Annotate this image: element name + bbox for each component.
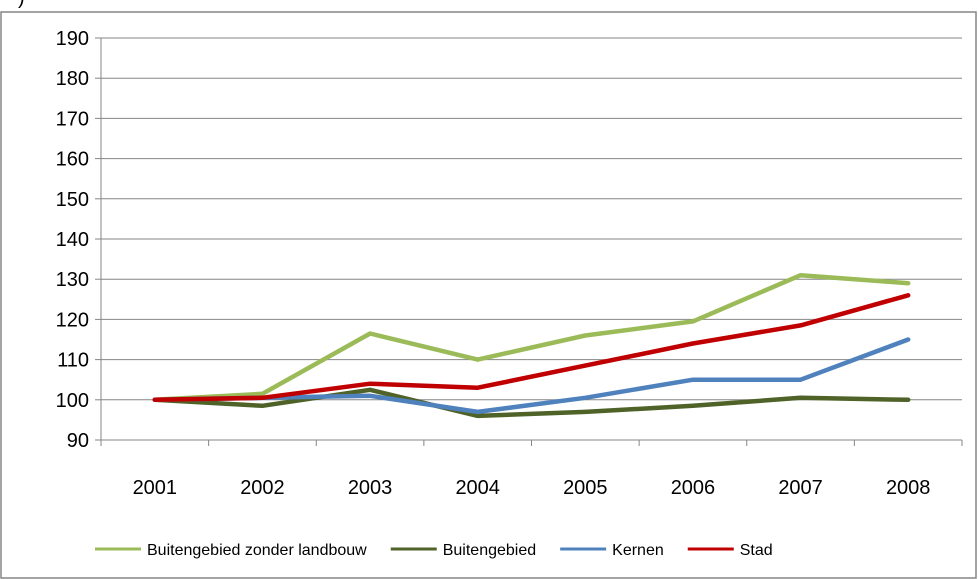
y-tick-label: 190 <box>56 28 89 50</box>
x-tick-label: 2005 <box>563 477 608 499</box>
legend-label-1: Buitengebied <box>443 542 536 559</box>
series-line-3 <box>152 293 911 403</box>
x-tick-label: 2001 <box>133 477 178 499</box>
x-tick-label: 2004 <box>455 477 500 499</box>
y-tick-label: 120 <box>56 309 89 331</box>
x-tick-label: 2007 <box>778 477 823 499</box>
y-tick-label: 90 <box>67 430 89 452</box>
y-tick-label: 150 <box>56 189 89 211</box>
chart-border <box>0 11 977 579</box>
series-lines <box>152 272 911 419</box>
x-tick-label: 2002 <box>240 477 285 499</box>
series-line-0 <box>152 272 911 403</box>
y-tick-label: 170 <box>56 108 89 130</box>
y-tick-label: 160 <box>56 149 89 171</box>
legend: Buitengebied zonder landbouw Buitengebied… <box>95 542 773 559</box>
y-tick-label: 180 <box>56 68 89 90</box>
y-tick-label: 130 <box>56 269 89 291</box>
y-tick-label: 100 <box>56 390 89 412</box>
x-tick-label: 2003 <box>348 477 393 499</box>
legend-label-2: Kernen <box>612 542 664 559</box>
legend-label-3: Stad <box>740 542 773 559</box>
y-tick-label: 140 <box>56 229 89 251</box>
x-axis-tick-labels: 2001 2002 2003 2004 2005 2006 2007 2008 <box>133 477 931 499</box>
legend-label-0: Buitengebied zonder landbouw <box>147 542 367 559</box>
y-tick-label: 110 <box>57 350 89 372</box>
y-axis-tick-labels: 90 100 110 120 130 140 150 160 170 180 190 <box>56 28 89 452</box>
series-line-1 <box>152 387 911 419</box>
cropped-top-text: ) <box>18 0 25 9</box>
axes <box>95 37 963 446</box>
x-tick-label: 2008 <box>886 477 931 499</box>
x-tick-label: 2006 <box>671 477 716 499</box>
